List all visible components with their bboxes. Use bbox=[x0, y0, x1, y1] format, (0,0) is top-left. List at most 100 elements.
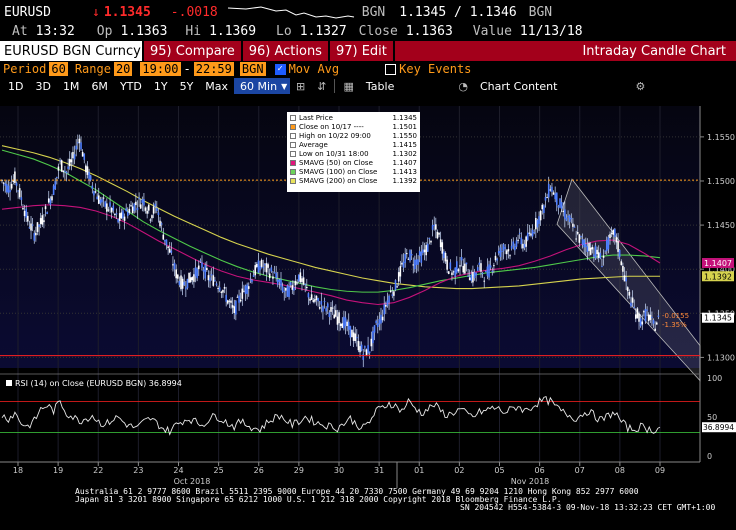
candle-body bbox=[364, 346, 366, 348]
candle-body bbox=[523, 244, 526, 248]
candle-body bbox=[444, 252, 447, 262]
open-label: Op bbox=[96, 23, 113, 39]
interval-dropdown[interactable]: 60 Min ▼ bbox=[234, 78, 291, 94]
value-date: 11/13/18 bbox=[519, 23, 583, 39]
candle-body bbox=[247, 286, 250, 289]
candle-body bbox=[83, 153, 86, 160]
candle-body bbox=[288, 286, 290, 298]
compare-button[interactable]: 95) Compare bbox=[144, 41, 241, 61]
candle-body bbox=[535, 218, 537, 230]
candle-body bbox=[25, 208, 27, 218]
range-1m[interactable]: 1M bbox=[62, 79, 80, 93]
candle-body bbox=[576, 231, 579, 234]
candle-body bbox=[157, 212, 160, 216]
legend-value: 1.1345 bbox=[392, 114, 418, 122]
candle-body bbox=[312, 300, 315, 302]
candle-body bbox=[326, 303, 329, 308]
range-max[interactable]: Max bbox=[205, 79, 229, 93]
candle-body bbox=[85, 165, 87, 173]
candle-body bbox=[123, 216, 126, 221]
candle-body bbox=[480, 263, 482, 272]
sma50-tag-bg bbox=[702, 258, 734, 269]
candle-body bbox=[346, 321, 348, 327]
chart-content-button[interactable]: Chart Content bbox=[479, 79, 558, 93]
range-ytd[interactable]: YTD bbox=[119, 79, 142, 93]
candle-body bbox=[438, 232, 440, 235]
candle-body bbox=[544, 197, 547, 201]
end-time-field[interactable]: 22:59 bbox=[193, 62, 234, 76]
candle-body bbox=[528, 232, 531, 234]
candle-body bbox=[115, 213, 118, 215]
candle-body bbox=[439, 239, 442, 248]
sma200-line bbox=[1, 145, 660, 290]
key-events-checkbox[interactable] bbox=[385, 63, 397, 75]
change-pct-tag: -1.35% bbox=[662, 321, 687, 329]
candle-body bbox=[389, 290, 392, 293]
candle-body bbox=[489, 265, 492, 268]
chart-type-icon[interactable]: ⇵ bbox=[317, 79, 327, 93]
range-6m[interactable]: 6M bbox=[91, 79, 108, 93]
candle-body bbox=[139, 204, 142, 209]
period-field[interactable]: 60 bbox=[49, 62, 68, 76]
legend-label: Close on 10/17 ---- bbox=[290, 123, 364, 132]
gear-icon[interactable]: ⚙ bbox=[635, 79, 646, 93]
candle-body bbox=[562, 210, 565, 212]
table-button[interactable]: Table bbox=[365, 79, 395, 93]
candle-style-icon[interactable]: ⊞ bbox=[296, 79, 306, 93]
candle-body bbox=[278, 279, 281, 282]
table-icon[interactable]: ▦ bbox=[343, 79, 354, 93]
candle-body bbox=[30, 223, 32, 231]
candle-body bbox=[314, 299, 316, 302]
ticker[interactable]: EURUSD bbox=[4, 4, 51, 20]
candle-body bbox=[626, 287, 629, 292]
candle-body bbox=[520, 237, 523, 245]
edit-button[interactable]: 97) Edit bbox=[329, 41, 393, 61]
candle-body bbox=[193, 274, 195, 282]
low-label: Lo bbox=[276, 23, 292, 39]
security-field[interactable]: EURUSD BGN Curncy bbox=[0, 41, 142, 61]
pie-icon[interactable]: ◔ bbox=[458, 79, 468, 93]
candle-body bbox=[652, 320, 655, 324]
candle-body bbox=[628, 291, 631, 296]
start-time-field[interactable]: 19:00 bbox=[140, 62, 181, 76]
candle-body bbox=[14, 171, 16, 183]
candle-body bbox=[170, 250, 173, 253]
candle-body bbox=[286, 285, 289, 297]
candle-body bbox=[27, 215, 29, 222]
candle-body bbox=[43, 220, 45, 223]
legend-row: Close on 10/17 ---- 1.1501 bbox=[290, 123, 417, 132]
range-field[interactable]: 20 bbox=[113, 62, 133, 76]
candle-body bbox=[267, 264, 269, 268]
candle-body bbox=[359, 346, 361, 353]
candle-body bbox=[455, 261, 458, 273]
range-1d[interactable]: 1D bbox=[8, 79, 24, 93]
candle-body bbox=[210, 274, 213, 276]
range-3d[interactable]: 3D bbox=[35, 79, 51, 93]
candle-body bbox=[605, 240, 608, 252]
candle-body bbox=[147, 204, 150, 211]
candle-body bbox=[407, 258, 410, 260]
candle-body bbox=[338, 312, 340, 324]
legend-value: 1.1407 bbox=[392, 159, 418, 167]
source-field[interactable]: BGN bbox=[239, 62, 266, 76]
chart-legend[interactable]: Last Price 1.1345 Close on 10/17 ---- 1.150… bbox=[287, 112, 420, 192]
range-1y[interactable]: 1Y bbox=[153, 79, 168, 93]
candle-body bbox=[188, 272, 190, 283]
candle-body bbox=[36, 222, 39, 232]
candle-body bbox=[647, 314, 650, 322]
range-5y[interactable]: 5Y bbox=[179, 79, 194, 93]
candle-body bbox=[549, 189, 552, 191]
mov-avg-checkbox[interactable]: ✓ bbox=[274, 63, 286, 75]
sparkline bbox=[227, 6, 354, 19]
actions-button[interactable]: 96) Actions bbox=[242, 41, 328, 61]
candle-body bbox=[573, 226, 576, 228]
candle-body bbox=[235, 300, 237, 315]
candle-body bbox=[254, 265, 257, 276]
candle-body bbox=[547, 183, 550, 198]
candle-body bbox=[243, 290, 245, 292]
interval-value: 60 Min bbox=[240, 79, 278, 93]
price-tick-label: 1.1450 bbox=[707, 221, 735, 230]
candle-body bbox=[133, 203, 136, 211]
candle-body bbox=[260, 259, 263, 267]
x-tick-label: 19 bbox=[53, 466, 63, 475]
